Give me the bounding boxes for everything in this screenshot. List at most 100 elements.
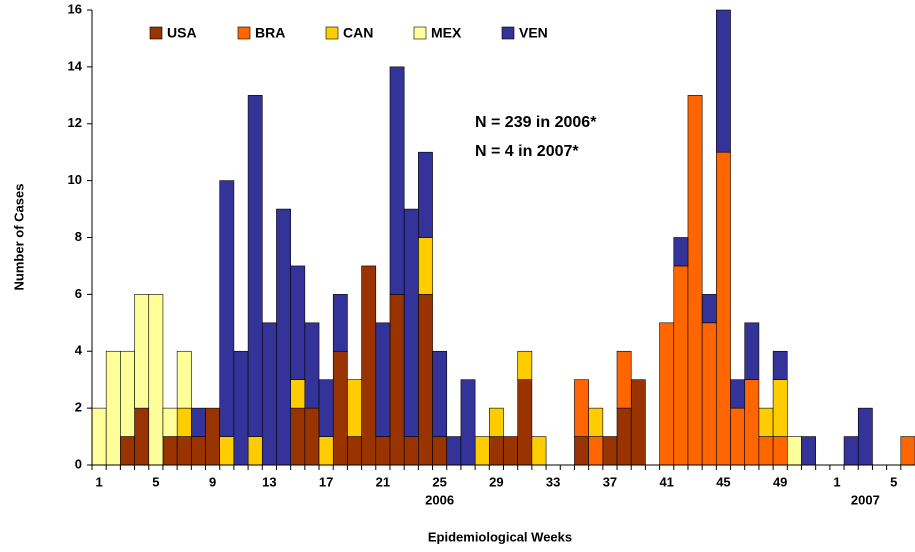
bar-segment (219, 436, 235, 466)
bar-segment (489, 436, 504, 466)
bar-segment (701, 294, 717, 324)
bar-segment (332, 294, 348, 352)
x-tick-label: 25 (432, 474, 446, 489)
bar-segment (134, 407, 150, 466)
bar-segment (900, 436, 915, 466)
y-axis-title: Number of Cases (11, 184, 26, 291)
x-tick-label: 1 (95, 474, 102, 489)
x-tick-label: 5 (890, 474, 897, 489)
x-group-label: 2006 (425, 492, 454, 507)
bar-segment (432, 350, 448, 437)
x-tick-label: 21 (376, 474, 390, 489)
bar-segment (176, 436, 192, 466)
bar-segment (602, 436, 618, 466)
y-tick-label: 14 (68, 58, 83, 73)
y-tick-label: 16 (68, 1, 82, 16)
bar-segment (219, 180, 235, 437)
bar-segment (120, 436, 135, 466)
bar-segment (744, 379, 760, 466)
bar-segment (574, 379, 589, 437)
bar-segment (389, 66, 405, 295)
bar-segment (730, 407, 746, 466)
x-tick-label: 45 (716, 474, 730, 489)
bar-segment (403, 436, 419, 466)
bar-segment (162, 407, 178, 437)
bar-segment (318, 379, 334, 437)
x-tick-label: 17 (319, 474, 333, 489)
bar-segment (531, 436, 547, 466)
bar-segment (176, 350, 192, 409)
annotation: N = 4 in 2007* (475, 143, 579, 160)
bar-segment (474, 436, 490, 466)
bar-segment (758, 436, 774, 466)
bar-segment (332, 350, 348, 466)
bar-segment (347, 379, 362, 437)
bar-segment (304, 322, 320, 409)
bar-segment (744, 322, 760, 380)
bar-segment (616, 350, 632, 409)
legend-label: CAN (343, 25, 373, 41)
bar-segment (687, 95, 703, 466)
bar-segment (588, 407, 604, 437)
legend-swatch (149, 26, 163, 40)
bar-segment (630, 379, 646, 466)
bar-segment (758, 407, 774, 437)
x-tick-label: 49 (773, 474, 787, 489)
bar-segment (290, 407, 306, 466)
x-tick-label: 41 (659, 474, 673, 489)
bar-segment (233, 350, 249, 466)
bar-segment (134, 294, 150, 409)
bar-segment (843, 436, 859, 466)
bar-segment (517, 350, 533, 380)
bar-segment (730, 379, 746, 409)
annotation: N = 239 in 2006* (475, 114, 597, 131)
bar-segment (375, 436, 391, 466)
bar-segment (418, 237, 433, 295)
bar-segment (418, 294, 433, 466)
x-tick-label: 1 (833, 474, 840, 489)
x-tick-label: 29 (489, 474, 503, 489)
bar-segment (503, 436, 518, 466)
bar-segment (205, 407, 221, 466)
y-tick-label: 0 (75, 456, 82, 471)
bar-segment (120, 350, 135, 437)
bar-segment (105, 350, 121, 466)
legend-swatch (325, 26, 339, 40)
bar-segment (857, 407, 873, 466)
bar-segment (162, 436, 178, 466)
bar-segment (403, 208, 419, 437)
bar-segment (574, 436, 589, 466)
bar-segment (772, 379, 788, 437)
bar-segment (659, 322, 675, 466)
bar-segment (361, 265, 377, 466)
legend-label: MEX (431, 25, 462, 41)
bar-segment (772, 436, 788, 466)
bar-segment (191, 436, 206, 466)
bar-segment (176, 407, 192, 437)
y-tick-label: 4 (75, 343, 83, 358)
bar-segment (701, 322, 717, 466)
bar-segment (446, 436, 462, 466)
bar-segment (772, 350, 788, 380)
bar-segment (318, 436, 334, 466)
bar-segment (261, 322, 277, 466)
bar-segment (460, 379, 476, 466)
legend-swatch (501, 26, 515, 40)
y-tick-label: 2 (75, 400, 82, 415)
bar-segment (375, 322, 391, 437)
y-tick-label: 10 (68, 172, 82, 187)
x-tick-label: 13 (262, 474, 276, 489)
bar-segment (418, 151, 433, 238)
bar-segment (716, 151, 731, 466)
legend-swatch (413, 26, 427, 40)
bar-segment (786, 436, 802, 466)
bar-segment (716, 9, 731, 153)
bar-segment (290, 379, 306, 409)
bar-segment (247, 95, 263, 437)
bar-segment (517, 379, 533, 466)
x-tick-label: 37 (603, 474, 617, 489)
bar-segment (148, 294, 164, 466)
y-tick-label: 6 (75, 286, 82, 301)
x-tick-label: 33 (546, 474, 560, 489)
